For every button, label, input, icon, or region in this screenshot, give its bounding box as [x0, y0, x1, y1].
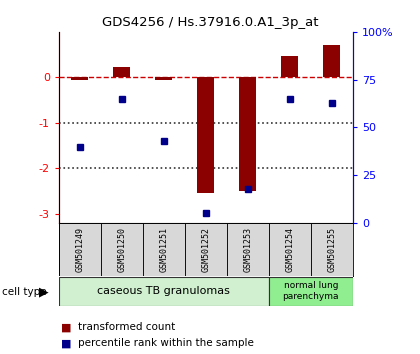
Bar — [101, 223, 143, 276]
Text: ■: ■ — [61, 338, 71, 348]
Bar — [269, 277, 353, 306]
Bar — [197, 78, 214, 193]
Bar — [155, 78, 172, 80]
Text: GSM501249: GSM501249 — [75, 227, 84, 272]
Bar — [185, 223, 227, 276]
Bar — [113, 67, 130, 78]
Bar — [323, 45, 340, 78]
Bar — [269, 223, 311, 276]
Bar — [59, 223, 101, 276]
Text: caseous TB granulomas: caseous TB granulomas — [97, 286, 230, 296]
Text: percentile rank within the sample: percentile rank within the sample — [78, 338, 254, 348]
Bar — [227, 223, 269, 276]
Bar — [311, 223, 353, 276]
Text: GSM501253: GSM501253 — [243, 227, 252, 272]
Text: GSM501255: GSM501255 — [327, 227, 336, 272]
Text: GDS4256 / Hs.37916.0.A1_3p_at: GDS4256 / Hs.37916.0.A1_3p_at — [102, 16, 318, 29]
Text: GSM501252: GSM501252 — [201, 227, 210, 272]
Text: GSM501251: GSM501251 — [159, 227, 168, 272]
Bar — [71, 78, 88, 80]
Bar — [59, 277, 269, 306]
Text: normal lung
parenchyma: normal lung parenchyma — [283, 281, 339, 301]
Bar — [239, 78, 256, 191]
Text: ■: ■ — [61, 322, 71, 332]
Text: cell type: cell type — [2, 287, 47, 297]
Text: GSM501254: GSM501254 — [285, 227, 294, 272]
Text: transformed count: transformed count — [78, 322, 175, 332]
Text: ▶: ▶ — [39, 286, 49, 298]
Text: GSM501250: GSM501250 — [117, 227, 126, 272]
Bar — [143, 223, 185, 276]
Bar — [281, 56, 298, 78]
